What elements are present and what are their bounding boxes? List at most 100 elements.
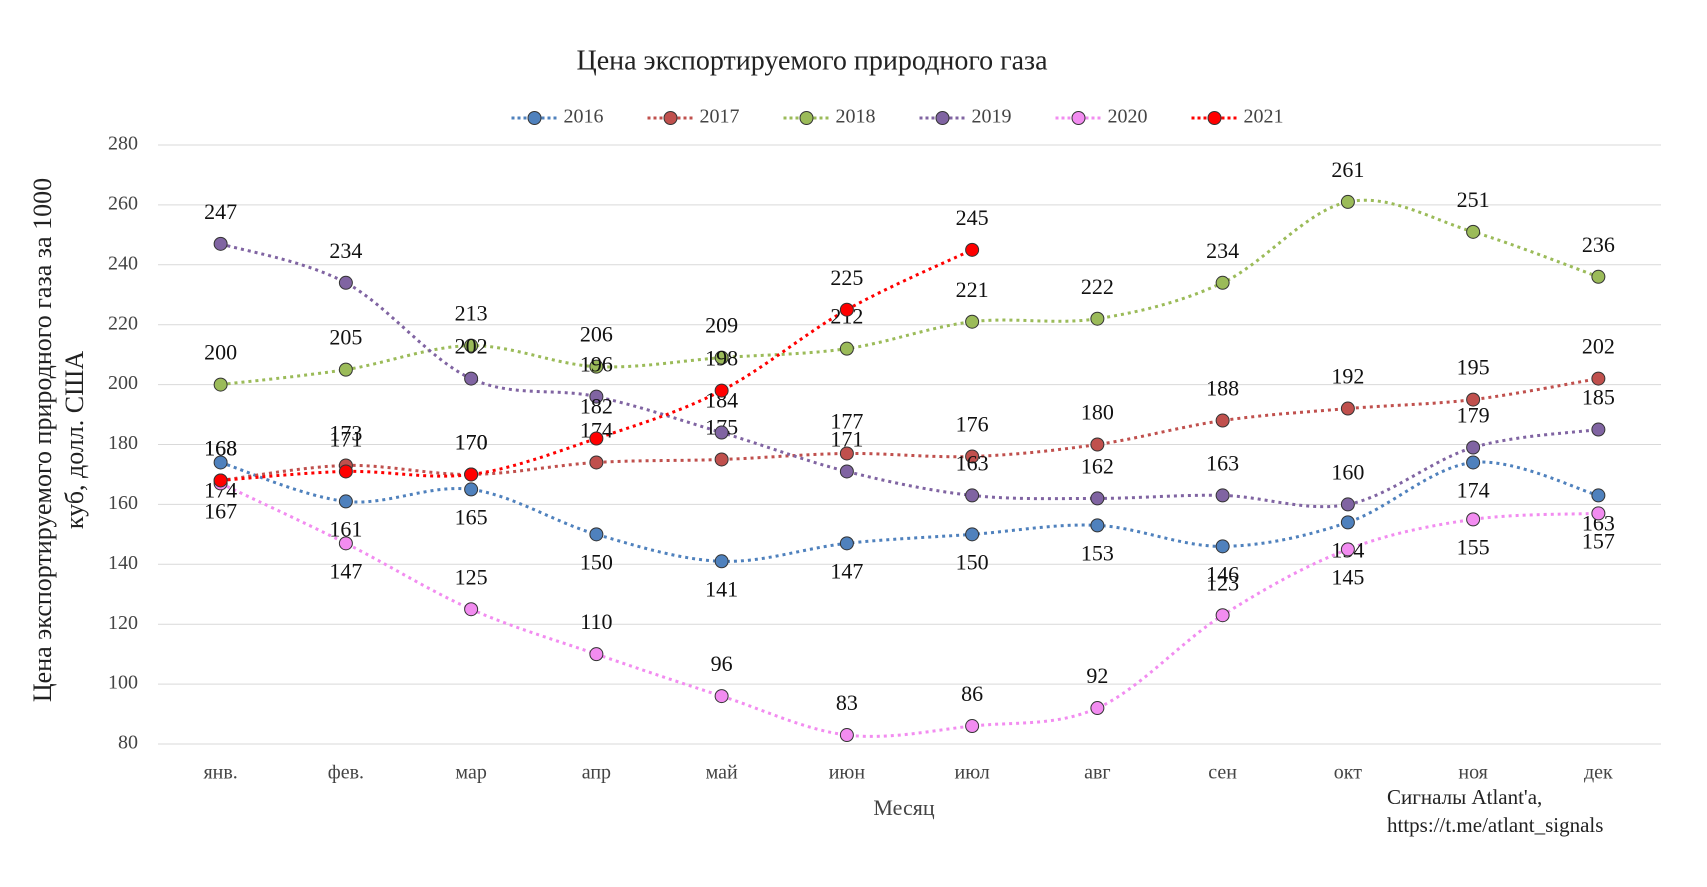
legend-label: 2017 [700,106,740,128]
data-point [1591,269,1606,284]
data-point [464,338,479,353]
data-label: 198 [705,346,738,371]
data-point [714,383,729,398]
data-point [1090,311,1105,326]
data-point [1340,497,1355,512]
data-label: 96 [711,651,733,676]
data-point [589,455,604,470]
data-point [839,728,854,743]
legend-marker [527,111,542,125]
data-label: 150 [956,549,989,574]
y-tick-label: 180 [108,432,138,454]
data-label: 165 [455,504,488,529]
y-tick-label: 260 [108,192,138,214]
data-label: 125 [455,564,488,589]
data-point [1591,488,1606,503]
y-axis-title: Цена экспортируемого природного газа за … [28,178,89,702]
data-label: 245 [956,205,989,230]
data-point [464,482,479,497]
data-point [1215,275,1230,290]
y-tick-label: 140 [108,552,138,574]
data-label: 174 [1457,478,1490,503]
data-label: 251 [1457,187,1490,212]
data-label: 200 [204,340,237,365]
data-label: 92 [1086,663,1108,688]
x-tick-label: июл [955,762,990,784]
legend-label: 2018 [836,106,876,128]
annotation: Сигналы Atlant'a, [1387,785,1542,809]
y-tick-label: 100 [108,672,138,694]
x-tick-label: фев. [328,762,364,784]
data-label: 86 [961,681,983,706]
data-point [839,536,854,551]
data-point [589,647,604,662]
y-axis-title-line: Цена экспортируемого природного газа за … [28,178,57,702]
series-line [220,198,1599,387]
data-label: 177 [830,409,863,434]
data-point [965,449,980,464]
y-tick-label: 240 [108,252,138,274]
data-label: 234 [329,238,362,263]
data-label: 163 [956,450,989,475]
legend-marker [1071,111,1086,125]
x-tick-label: сен [1208,762,1237,784]
data-point [1340,401,1355,416]
data-label: 213 [455,301,488,326]
data-point [589,431,604,446]
data-label: 157 [1582,528,1615,553]
data-label: 179 [1457,403,1490,428]
y-tick-label: 280 [108,133,138,155]
data-label: 236 [1582,232,1615,257]
legend-marker [799,111,814,125]
data-point [714,554,729,569]
data-label: 192 [1331,364,1364,389]
x-tick-label: май [706,762,738,784]
data-label: 150 [580,549,613,574]
data-point [1090,437,1105,452]
data-point [338,536,353,551]
legend-label: 2016 [564,106,604,128]
data-point [213,455,228,470]
chart-title: Цена экспортируемого природного газа [576,45,1048,76]
data-label: 182 [580,394,613,419]
series-line [220,460,1599,563]
legend-marker [1207,111,1222,125]
data-point [714,350,729,365]
data-point [714,689,729,704]
data-label: 185 [1582,385,1615,410]
data-label: 146 [1206,561,1239,586]
data-label: 153 [1081,540,1114,565]
data-label: 176 [956,412,989,437]
x-tick-label: окт [1334,762,1362,784]
data-point [1591,506,1606,521]
data-point [1466,512,1481,527]
data-point [338,362,353,377]
data-label: 173 [329,421,362,446]
y-axis-title-line: куб, долл. США [60,351,89,530]
data-label: 155 [1457,534,1490,559]
data-label: 195 [1457,355,1490,380]
data-point [1090,518,1105,533]
data-point [1591,371,1606,386]
data-point [1090,491,1105,506]
x-tick-label: мар [455,762,486,784]
data-point [464,467,479,482]
data-label: 170 [455,429,488,454]
data-label: 196 [580,352,613,377]
data-point [714,425,729,440]
data-point [1340,542,1355,557]
data-label: 123 [1206,570,1239,595]
data-label: 206 [580,322,613,347]
data-label: 171 [329,427,362,452]
data-point [338,464,353,479]
x-tick-label: янв. [203,762,237,784]
data-point [464,602,479,617]
data-point [839,446,854,461]
data-point [589,389,604,404]
data-label: 147 [329,558,362,583]
data-point [1215,413,1230,428]
x-tick-label: июн [829,762,866,784]
x-tick-label: ноя [1458,762,1488,784]
y-tick-label: 120 [108,612,138,634]
